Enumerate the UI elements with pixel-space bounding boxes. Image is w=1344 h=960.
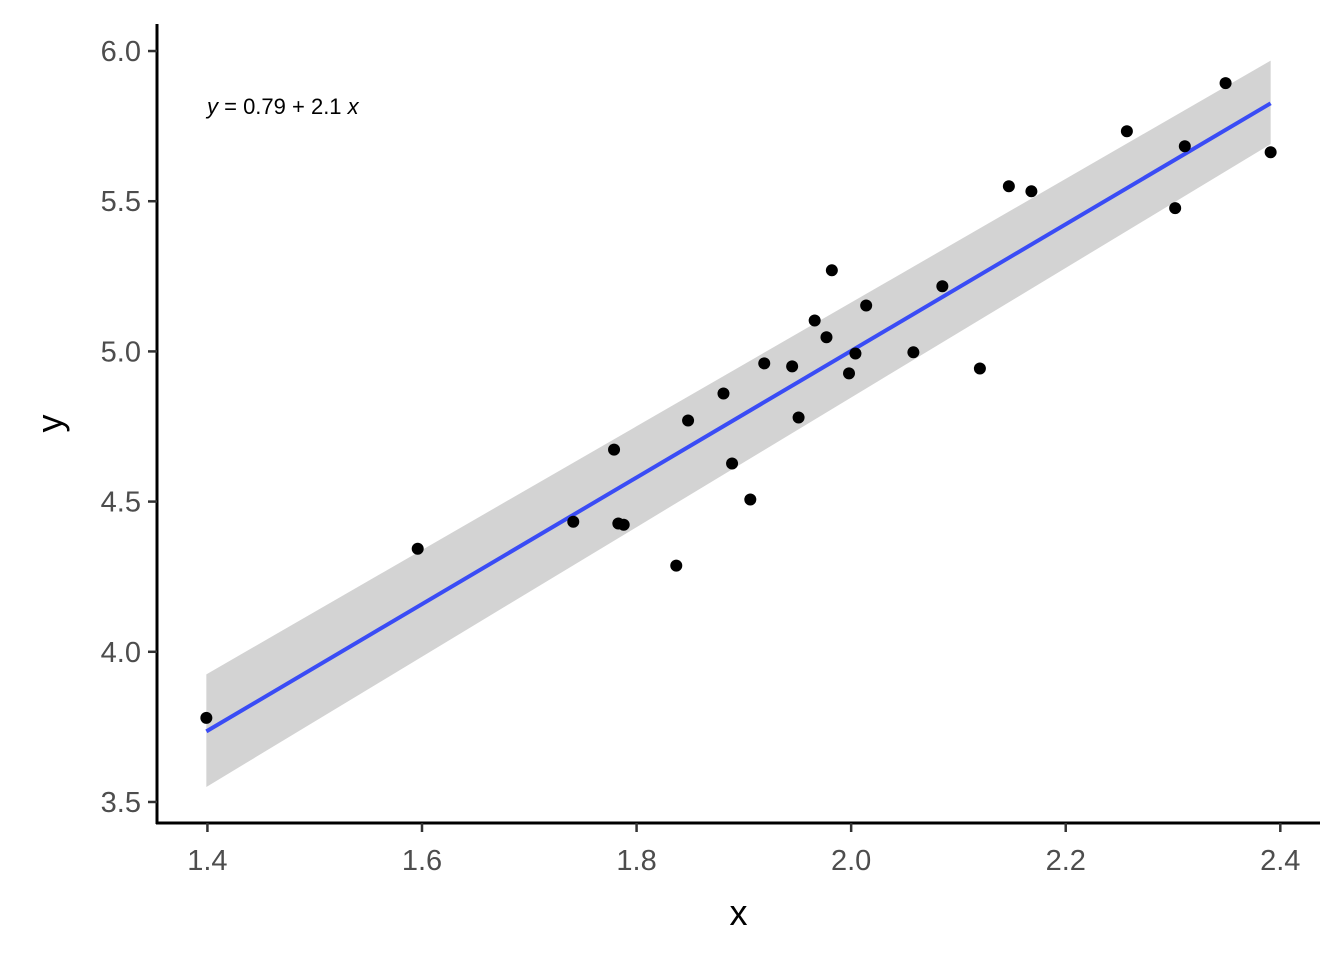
data-point [670, 559, 683, 572]
data-point [1178, 140, 1191, 153]
x-tick-label: 1.4 [187, 845, 227, 877]
equation-coefficients: = 0.79 + 2.1 [218, 94, 348, 119]
data-point [617, 518, 630, 531]
data-point [411, 542, 424, 555]
data-points [200, 77, 1277, 724]
data-point [843, 367, 856, 380]
data-point [936, 280, 949, 293]
data-point [1120, 125, 1133, 138]
y-axis-ticks: 3.5 4.0 4.5 5.0 5.5 6.0 [101, 36, 157, 819]
data-point [786, 360, 799, 373]
y-tick-label: 5.5 [101, 186, 141, 218]
data-point [1264, 146, 1277, 159]
x-axis-title: x [730, 892, 748, 933]
equation-x-symbol: x [347, 94, 360, 119]
data-point [808, 314, 821, 327]
data-point [825, 264, 838, 277]
x-axis-ticks: 1.4 1.6 1.8 2.0 2.2 2.4 [187, 823, 1300, 877]
data-point [1219, 77, 1232, 90]
regression-line [205, 101, 1272, 734]
y-tick-label: 6.0 [101, 36, 141, 68]
data-point [860, 299, 873, 312]
data-point [1025, 185, 1038, 198]
data-point [758, 357, 771, 370]
data-point [726, 457, 739, 470]
y-tick-label: 5.0 [101, 336, 141, 368]
data-point [849, 347, 862, 360]
data-point [682, 414, 695, 427]
data-point [792, 411, 805, 424]
data-point [820, 331, 833, 344]
y-tick-label: 4.5 [101, 487, 141, 519]
data-point [567, 515, 580, 528]
x-tick-label: 2.4 [1260, 845, 1300, 877]
plot-area [200, 60, 1277, 787]
data-point [973, 362, 986, 375]
data-point [907, 346, 920, 359]
data-point [744, 493, 757, 506]
equation-y-symbol: y [205, 94, 220, 119]
x-tick-label: 1.8 [616, 845, 656, 877]
y-tick-label: 3.5 [101, 787, 141, 819]
data-point [608, 443, 621, 456]
data-point [1169, 202, 1182, 215]
x-tick-label: 2.2 [1046, 845, 1086, 877]
data-point [200, 711, 213, 724]
x-tick-label: 2.0 [831, 845, 871, 877]
data-point [1002, 180, 1015, 193]
regression-equation: y = 0.79 + 2.1 x [205, 94, 360, 119]
data-point [717, 387, 730, 400]
x-tick-label: 1.6 [402, 845, 442, 877]
y-axis-title: y [29, 415, 70, 433]
y-tick-label: 4.0 [101, 637, 141, 669]
confidence-band [206, 60, 1271, 787]
